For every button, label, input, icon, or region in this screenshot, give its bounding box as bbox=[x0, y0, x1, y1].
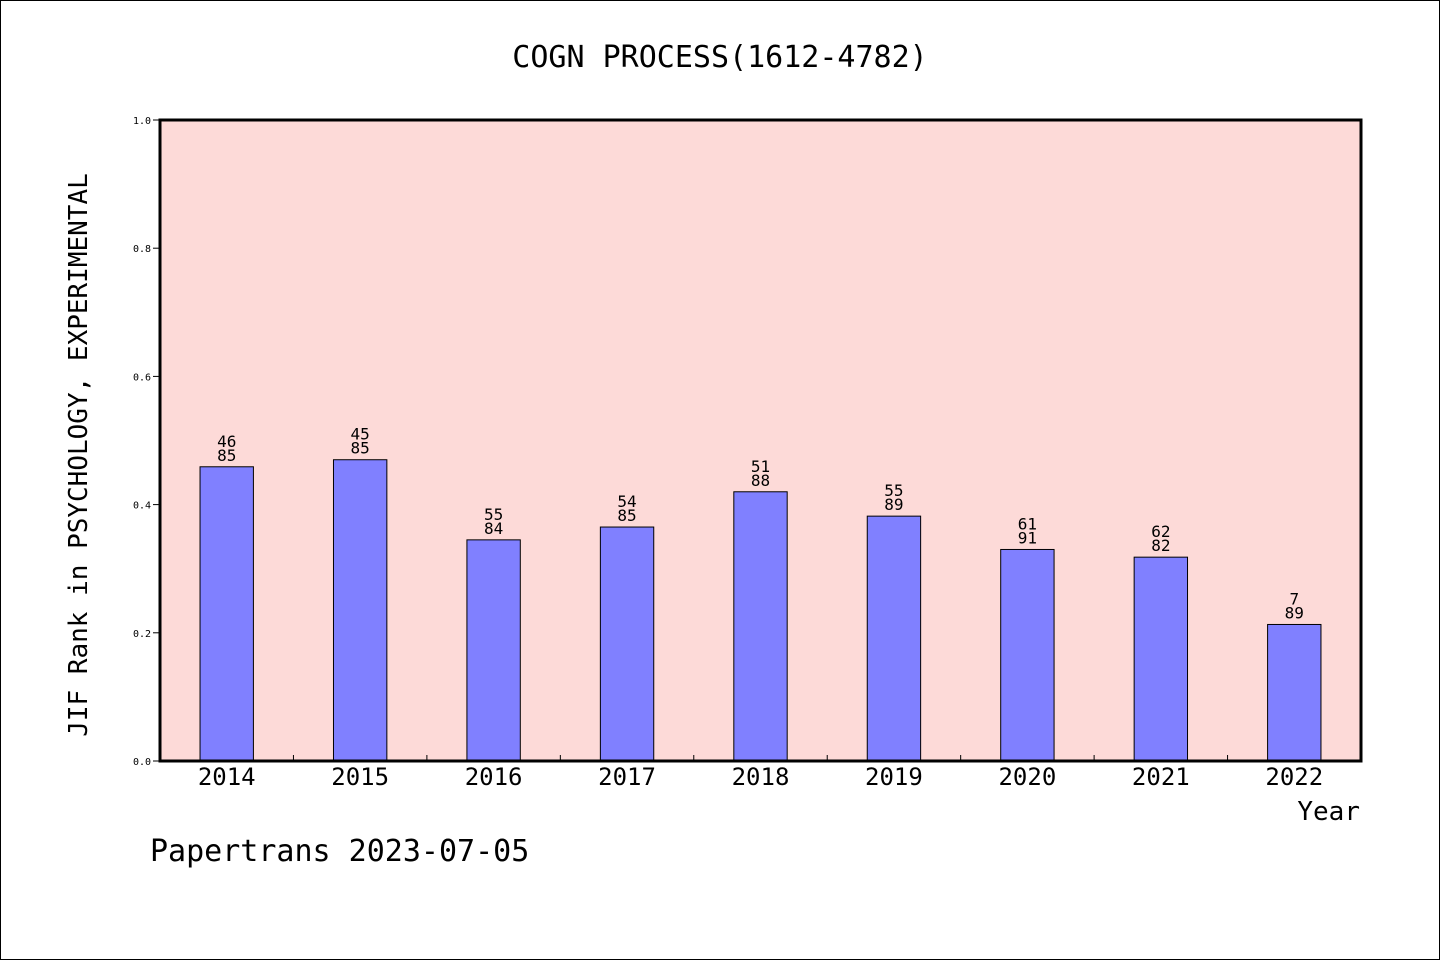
x-tick-label: 2020 bbox=[998, 763, 1056, 791]
x-tick-label: 2014 bbox=[198, 763, 256, 791]
bar-total-label: 89 bbox=[884, 495, 903, 514]
x-tick-label: 2017 bbox=[598, 763, 656, 791]
bar-total-label: 82 bbox=[1151, 536, 1170, 555]
bar-2015 bbox=[332, 459, 388, 762]
bar-total-label: 84 bbox=[484, 519, 503, 538]
bar-rank-label: 62 bbox=[1151, 522, 1170, 541]
x-tick-label: 2021 bbox=[1132, 763, 1190, 791]
y-tick-label: 0.2 bbox=[133, 629, 151, 640]
bar-total-label: 85 bbox=[617, 506, 636, 525]
y-axis: 0.0 0.2 0.4 0.6 0.8 1.0 bbox=[133, 116, 160, 768]
bar-rank-label: 61 bbox=[1018, 514, 1037, 533]
y-tick-label: 0.8 bbox=[133, 244, 151, 255]
x-axis-label: Year bbox=[1297, 797, 1360, 827]
bar-2018 bbox=[733, 491, 788, 762]
x-tick-label: 2018 bbox=[732, 763, 790, 791]
y-tick-label: 0.0 bbox=[133, 757, 151, 768]
bar-total-label: 91 bbox=[1018, 528, 1037, 547]
bar-2022 bbox=[1267, 623, 1322, 762]
bar-total-label: 88 bbox=[751, 471, 770, 490]
x-tick-label: 2016 bbox=[465, 763, 523, 791]
bar-total-label: 85 bbox=[351, 439, 370, 458]
x-tick-label: 2022 bbox=[1265, 763, 1323, 791]
bar-rank-label: 54 bbox=[617, 492, 636, 511]
bar-total-label: 85 bbox=[217, 446, 236, 465]
x-tick-label: 2015 bbox=[331, 763, 389, 791]
x-tick-label: 2019 bbox=[865, 763, 923, 791]
y-axis-label: JIF Rank in PSYCHOLOGY, EXPERIMENTAL bbox=[64, 173, 94, 737]
bar-rank-label: 45 bbox=[351, 425, 370, 444]
bar-rank-label: 46 bbox=[217, 432, 236, 451]
chart-title: COGN PROCESS(1612-4782) bbox=[512, 40, 927, 75]
bar-2016 bbox=[466, 539, 521, 762]
plot-border bbox=[158, 118, 1363, 763]
bar-2017 bbox=[599, 526, 655, 762]
bar-rank-label: 55 bbox=[884, 481, 903, 500]
bar-rank-label: 55 bbox=[484, 505, 503, 524]
x-axis: 2014 2015 2016 2017 2018 2019 2020 2021 2022 bbox=[198, 755, 1323, 791]
y-tick-label: 1.0 bbox=[133, 116, 151, 127]
bar-2021 bbox=[1133, 556, 1189, 762]
bar-rank-label: 51 bbox=[751, 457, 770, 476]
bar-total-label: 89 bbox=[1285, 603, 1304, 622]
bar-2020 bbox=[1000, 548, 1055, 762]
y-tick-label: 0.4 bbox=[133, 501, 151, 512]
bar-2019 bbox=[866, 515, 922, 762]
y-tick-label: 0.6 bbox=[133, 372, 151, 383]
bar-2014 bbox=[199, 466, 254, 762]
bar-rank-label: 7 bbox=[1289, 589, 1299, 608]
footer-source-note: Papertrans 2023-07-05 bbox=[150, 834, 530, 869]
